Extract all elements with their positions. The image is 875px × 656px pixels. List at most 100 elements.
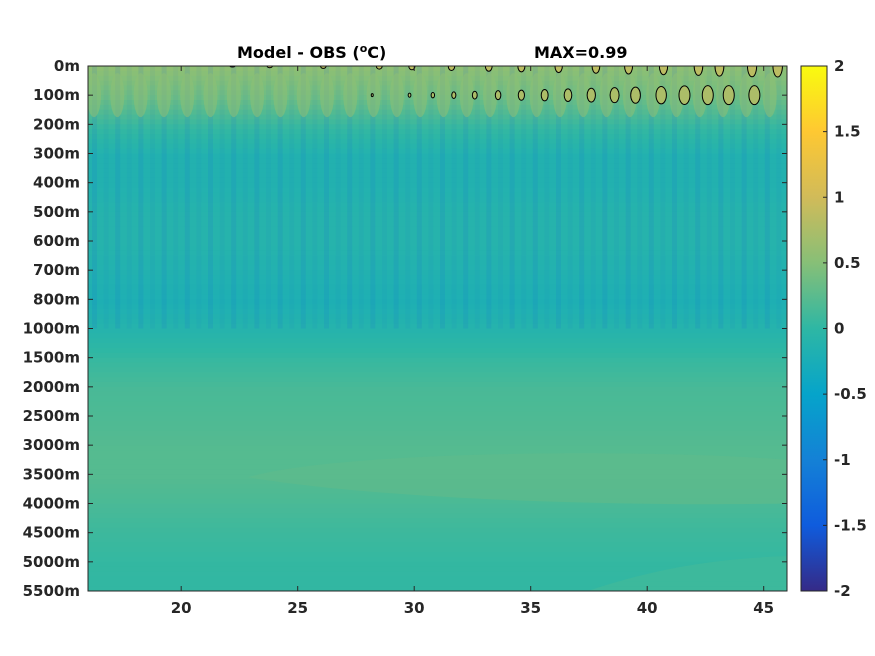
texture-stripe <box>672 66 677 329</box>
x-axis: 20 25 30 35 40 45 <box>171 66 774 617</box>
texture-stripe <box>103 66 109 329</box>
heatmap-cell <box>88 158 787 164</box>
contour-surface-ellipse <box>624 66 634 75</box>
y-tick-label: 4500m <box>23 524 80 542</box>
x-tick-label: 30 <box>404 599 425 617</box>
contour-100m-ellipse <box>701 85 714 106</box>
heatmap-cell <box>88 129 787 135</box>
colorbar-tick-label: -2 <box>834 582 851 600</box>
texture-stripe <box>521 66 527 329</box>
surface-warm-blob <box>296 73 311 118</box>
contour-100m-ellipse <box>748 85 761 106</box>
heatmap-cell <box>88 192 787 198</box>
contour-ellipses <box>229 66 783 106</box>
heatmap-cell <box>88 226 787 232</box>
texture-stripe <box>463 66 469 329</box>
heatmap-cell <box>88 124 787 130</box>
surface-warm-blob <box>203 73 218 118</box>
heatmap-cell <box>88 231 787 237</box>
svg-text:Model - OBS (oC): Model - OBS (oC) <box>237 42 386 62</box>
heatmap-cell <box>88 177 787 184</box>
heatmap-cell <box>88 163 787 169</box>
surface-warm-blob <box>110 73 125 118</box>
colorbar-tick-label: 0 <box>834 320 844 338</box>
heatmap-cell <box>88 255 787 262</box>
heatmap-cell <box>88 168 787 174</box>
texture-stripe <box>312 66 318 329</box>
bottom-water-region <box>588 556 787 591</box>
surface-warm-blob <box>273 73 288 118</box>
texture-stripe <box>184 66 190 329</box>
colorbar-tick-label: 1.5 <box>834 123 861 141</box>
heatmap-cell <box>88 522 787 529</box>
heatmap-cell <box>88 75 787 82</box>
texture-stripe <box>451 66 457 329</box>
contour-100m-ellipse <box>370 93 374 98</box>
texture-stripe <box>741 66 747 329</box>
contour-100m-ellipse <box>494 90 502 101</box>
surface-warm-blob <box>250 73 265 118</box>
title: Model - OBS (oC) MAX=0.99 <box>237 42 628 62</box>
heatmap-cell <box>88 153 787 159</box>
y-tick-label: 800m <box>33 290 80 308</box>
heatmap-cell <box>88 138 787 145</box>
colorbar-tick-label: -1 <box>834 451 851 469</box>
heatmap-cell <box>88 561 787 568</box>
contour-100m-ellipse <box>586 87 596 103</box>
heatmap-cell <box>88 197 787 203</box>
vertical-stripe-texture <box>88 66 782 329</box>
colorbar-tick-label: 0.5 <box>834 254 861 272</box>
y-tick-label: 100m <box>33 86 80 104</box>
texture-stripe <box>428 66 434 329</box>
texture-stripe <box>532 66 538 329</box>
heatmap-cell <box>88 532 787 539</box>
texture-stripe <box>150 66 155 329</box>
surface-warm-blob <box>553 73 567 118</box>
surface-warm-blob <box>413 73 428 118</box>
heatmap-cell <box>88 420 787 427</box>
texture-stripe <box>416 66 422 329</box>
heatmap-cell <box>88 211 787 218</box>
heatmap-cell <box>88 527 787 534</box>
heatmap-cell <box>88 566 787 573</box>
surface-warm-blob <box>529 73 544 118</box>
heatmap-cell <box>88 216 787 223</box>
heatmap-cell <box>88 299 787 305</box>
contour-100m-ellipse <box>517 89 525 101</box>
heatmap-cell <box>88 338 787 344</box>
heatmap-cell <box>88 70 787 77</box>
texture-stripe <box>474 66 480 329</box>
texture-stripe <box>660 66 666 329</box>
texture-stripe <box>509 66 515 329</box>
texture-stripe <box>242 66 248 329</box>
texture-stripe <box>358 66 364 329</box>
surface-warm-blob <box>483 73 498 118</box>
surface-warm-blob <box>762 73 777 118</box>
texture-stripe <box>208 66 213 329</box>
heatmap-cell <box>88 289 787 296</box>
contour-100m-ellipse <box>540 88 549 102</box>
surface-warm-blob <box>599 73 614 118</box>
heatmap-cell <box>88 148 787 155</box>
contour-100m-ellipse <box>451 91 457 99</box>
title-unit-superscript: o <box>360 42 368 55</box>
x-tick-label: 40 <box>637 599 658 617</box>
surface-warm-blob <box>320 73 334 118</box>
contour-surface-ellipse <box>447 66 456 71</box>
heatmap-cell <box>88 576 787 582</box>
texture-stripe <box>196 66 202 329</box>
texture-stripe <box>370 66 376 329</box>
surface-warm-blob <box>622 73 637 118</box>
heatmap-cell <box>88 450 787 456</box>
heatmap-cell <box>88 284 787 291</box>
heatmap-cell <box>88 328 787 334</box>
texture-stripe <box>718 66 724 329</box>
x-tick-label: 25 <box>287 599 308 617</box>
heatmap-cell <box>88 440 787 446</box>
contour-surface-ellipse <box>772 66 783 78</box>
contour-100m-ellipse <box>630 86 641 104</box>
heatmap-cell <box>88 109 787 116</box>
contour-surface-ellipse <box>693 66 704 76</box>
texture-stripe <box>648 66 654 329</box>
heatmap-cell <box>88 552 787 558</box>
